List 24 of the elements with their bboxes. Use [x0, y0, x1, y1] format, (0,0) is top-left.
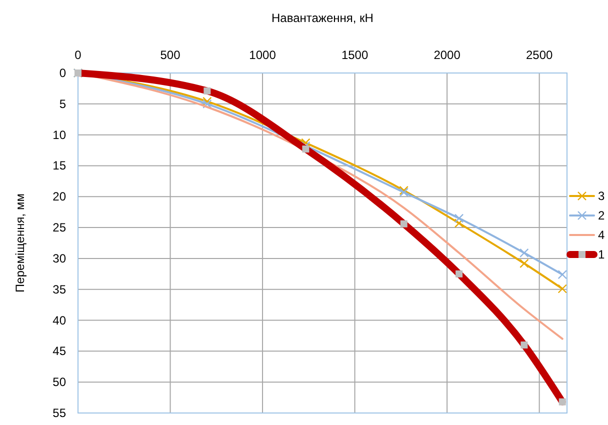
y-tick-label: 10 — [52, 128, 66, 142]
y-tick-label: 35 — [52, 282, 66, 296]
x-tick-label: 500 — [160, 48, 181, 62]
x-tick-label: 1000 — [249, 48, 276, 62]
y-tick-label: 55 — [52, 406, 66, 420]
y-tick-label: 25 — [52, 220, 66, 235]
y-tick-label: 40 — [52, 313, 66, 328]
legend-label: 2 — [598, 208, 605, 222]
legend-label: 3 — [598, 189, 605, 203]
x-tick-label: 0 — [74, 48, 82, 62]
y-tick-label: 0 — [59, 66, 66, 80]
legend-label: 1 — [598, 248, 605, 262]
y-tick-label: 50 — [52, 375, 66, 390]
x-tick-label: 2500 — [526, 48, 553, 62]
y-tick-label: 20 — [52, 190, 66, 204]
y-tick-label: 45 — [52, 344, 66, 358]
x-tick-label: 1500 — [341, 48, 368, 62]
y-tick-label: 15 — [52, 158, 66, 173]
x-axis-title: Навантаження, кН — [272, 11, 374, 25]
legend-label: 4 — [598, 228, 605, 242]
y-tick-label: 30 — [52, 251, 66, 266]
y-tick-label: 5 — [59, 96, 66, 111]
y-axis-title: Переміщення, мм — [13, 194, 27, 292]
x-tick-label: 2000 — [434, 48, 461, 62]
